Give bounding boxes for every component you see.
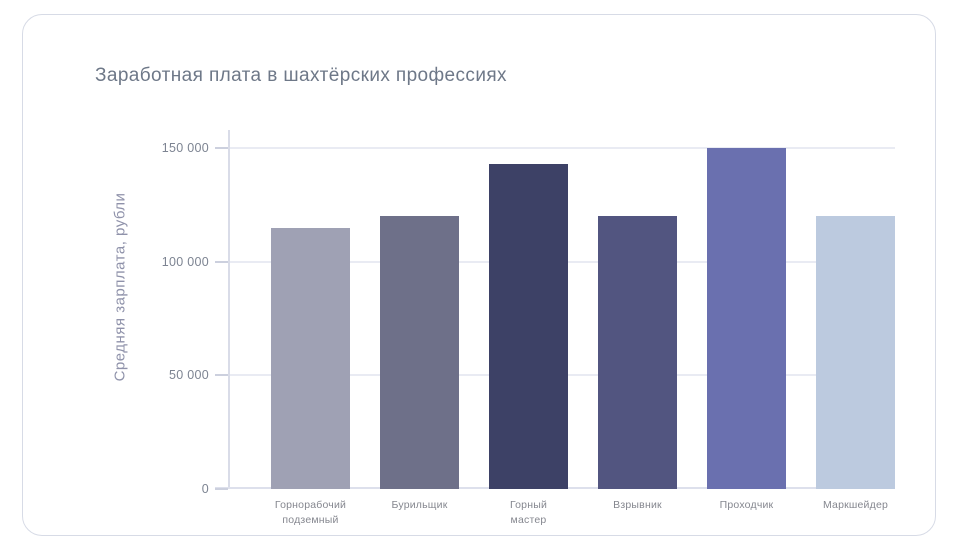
y-axis-tick-mark [215,488,228,490]
x-category-label: Горнорабочий подземный [274,499,347,526]
x-category-label: Взрывник [613,499,662,511]
bar [707,148,786,489]
x-category-label: Проходчик [719,499,774,511]
x-category-label: Маркшейдер [822,499,889,511]
gridline [230,147,895,149]
y-axis-tick-mark [215,260,228,263]
y-axis-tick-mark [215,147,228,149]
y-axis-label: Средняя зарплата, рубли [111,192,129,382]
plot-area: 0 50 000 100 000 150 000 Горнорабочий подземн… [162,130,895,526]
bar [598,216,677,489]
chart-card: Заработная плата в шахтёрских профессиях… [22,14,936,536]
y-axis-tick-label: 0 [201,482,209,496]
y-axis-tick-label: 100 000 [161,254,209,269]
y-axis-line [228,130,230,489]
chart-title: Заработная плата в шахтёрских профессиях [95,65,507,86]
y-axis-tick-mark [215,374,228,377]
bar [380,216,459,489]
bar [271,228,350,489]
y-axis-tick-label: 150 000 [161,141,209,155]
bar [816,216,895,489]
x-category-label: Бурильщик [391,499,448,511]
y-axis-tick-label: 50 000 [168,368,209,383]
x-category-label: Горный мастер [509,499,548,526]
bar [489,164,568,489]
